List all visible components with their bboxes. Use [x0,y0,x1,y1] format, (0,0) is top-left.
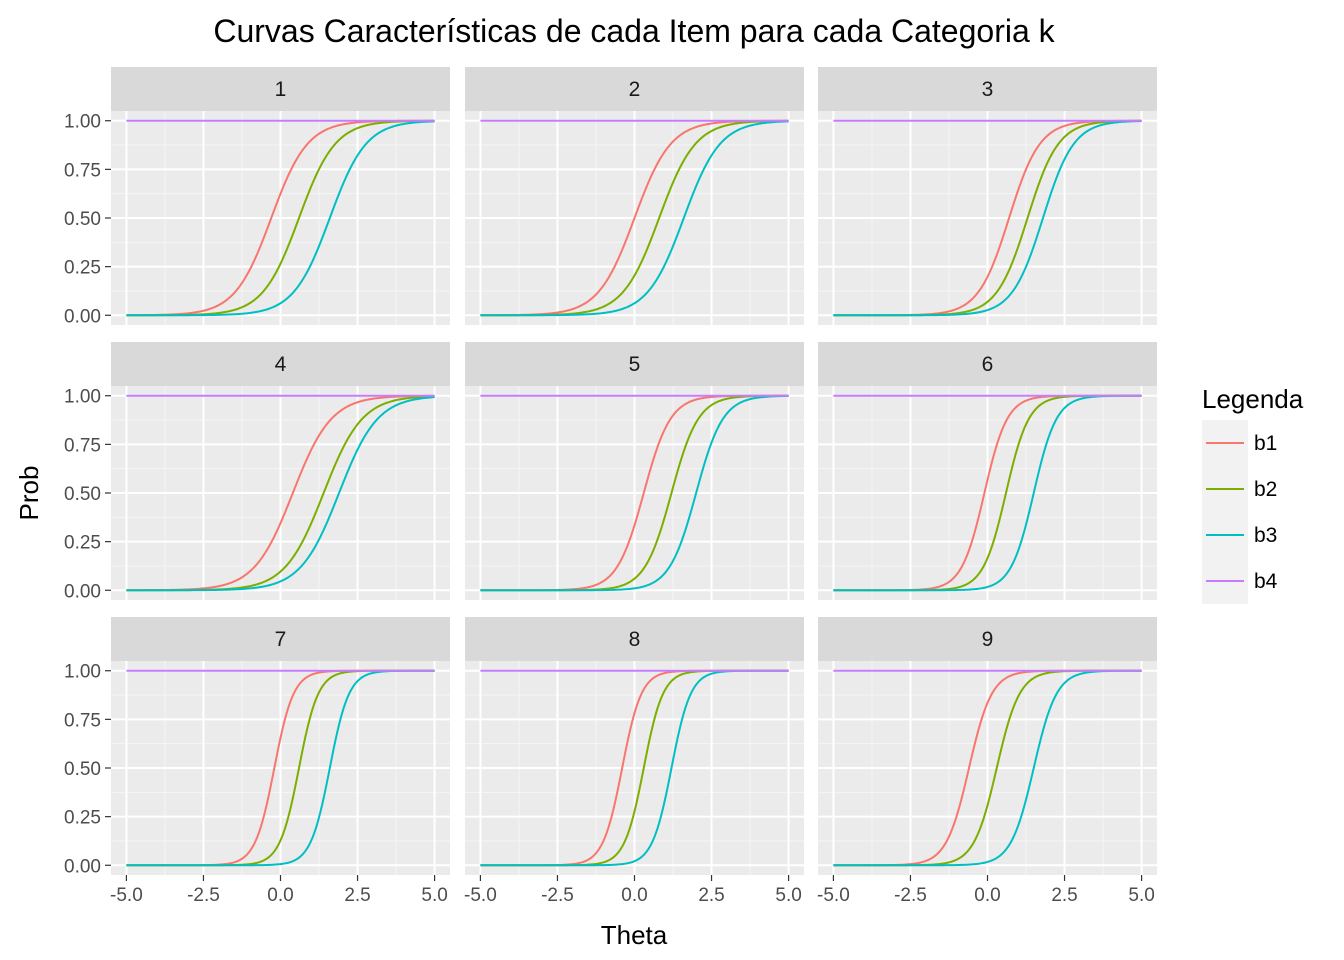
facet-strip [818,67,1157,111]
legend-item-b3: b3 [1202,512,1277,558]
y-tick-label: 0.25 [64,808,101,829]
legend: Legenda b1 b2 b3 b4 [1202,384,1304,604]
x-tick-label: 2.5 [698,885,724,906]
legend-label: b3 [1254,524,1277,547]
y-tick-label: 0.50 [64,759,101,780]
facet-strip [465,342,804,386]
y-tick-label: 0.00 [64,581,101,602]
x-tick-label: -2.5 [894,885,927,906]
facet-strip-label: 7 [275,628,287,651]
legend-label: b4 [1254,570,1278,593]
facet-strip-label: 4 [275,353,287,376]
y-tick-label: 1.00 [64,662,101,683]
facet-strip [818,617,1157,661]
y-tick-label: 0.00 [64,306,101,327]
y-tick-label: 0.25 [64,533,101,554]
series-line-b3 [833,394,1142,592]
x-tick-label: 5.0 [1128,885,1154,906]
facet-strip-label: 3 [982,78,994,101]
x-tick-label: 2.5 [1051,885,1077,906]
x-tick-label: 0.0 [974,885,1000,906]
x-tick-label: 5.0 [421,885,447,906]
x-tick-label: -5.0 [464,885,497,906]
facet-strip-label: 2 [629,78,641,101]
facet-strip-label: 9 [982,628,994,651]
facet-panel-4: 4 0.00 0.25 0.50 0.75 1.00 [64,342,450,602]
series-line-b3 [480,394,789,592]
y-tick-label: 1.00 [64,387,101,408]
chart-title: Curvas Características de cada Item para… [213,13,1055,49]
y-tick-label: 0.00 [64,856,101,877]
facet-panel-3: 3 [818,67,1157,325]
x-tick-label: -2.5 [541,885,574,906]
x-axis-title: Theta [601,920,668,950]
x-tick-label: 0.0 [621,885,647,906]
x-tick-label: -5.0 [817,885,850,906]
facet-strip [465,617,804,661]
series-line-b3 [480,120,789,317]
facet-panel-6: 6 [818,342,1157,600]
facet-strip [111,342,450,386]
series-line-b3 [833,120,1142,317]
facet-panel-5: 5 [465,342,804,600]
series-line-b3 [126,120,435,317]
facet-strip [111,617,450,661]
facet-strip-label: 6 [982,353,994,376]
x-tick-label: -5.0 [110,885,143,906]
legend-item-b1: b1 [1202,420,1277,466]
x-tick-label: 2.5 [344,885,370,906]
facet-strip [465,67,804,111]
legend-label: b2 [1254,478,1277,501]
facet-panel-7: 7 0.00 0.25 0.50 0.75 1.00 -5.0 -2.5 0.0 2.5 5.0 [64,617,450,906]
facet-panel-8: 8 -5.0 -2.5 0.0 2.5 5.0 [464,617,804,906]
facet-strip-label: 5 [629,353,641,376]
facet-panel-1: 1 0.00 0.25 0.50 0.75 1.00 [64,67,450,327]
y-tick-label: 0.50 [64,484,101,505]
facet-strip [111,67,450,111]
y-axis-title: Prob [14,466,44,521]
legend-title: Legenda [1202,384,1304,414]
series-line-b3 [833,669,1142,867]
y-tick-label: 0.50 [64,209,101,230]
facet-strip [818,342,1157,386]
facet-panel-9: 9 -5.0 -2.5 0.0 2.5 5.0 [817,617,1157,906]
y-tick-label: 0.75 [64,435,101,456]
legend-item-b4: b4 [1202,558,1278,604]
y-tick-label: 0.75 [64,160,101,181]
x-tick-label: -2.5 [187,885,220,906]
facet-strip-label: 1 [275,78,287,101]
series-line-b3 [126,396,435,592]
legend-item-b2: b2 [1202,466,1277,512]
y-tick-label: 1.00 [64,112,101,133]
x-tick-label: 0.0 [267,885,293,906]
facet-panels: 1 0.00 0.25 0.50 0.75 1.00 2 3 4 0.00 0.25 0.50 0.75… [64,67,1157,906]
y-tick-label: 0.25 [64,258,101,279]
x-tick-label: 5.0 [775,885,801,906]
legend-label: b1 [1254,432,1277,455]
y-tick-label: 0.75 [64,710,101,731]
facet-panel-2: 2 [465,67,804,325]
facet-strip-label: 8 [629,628,641,651]
